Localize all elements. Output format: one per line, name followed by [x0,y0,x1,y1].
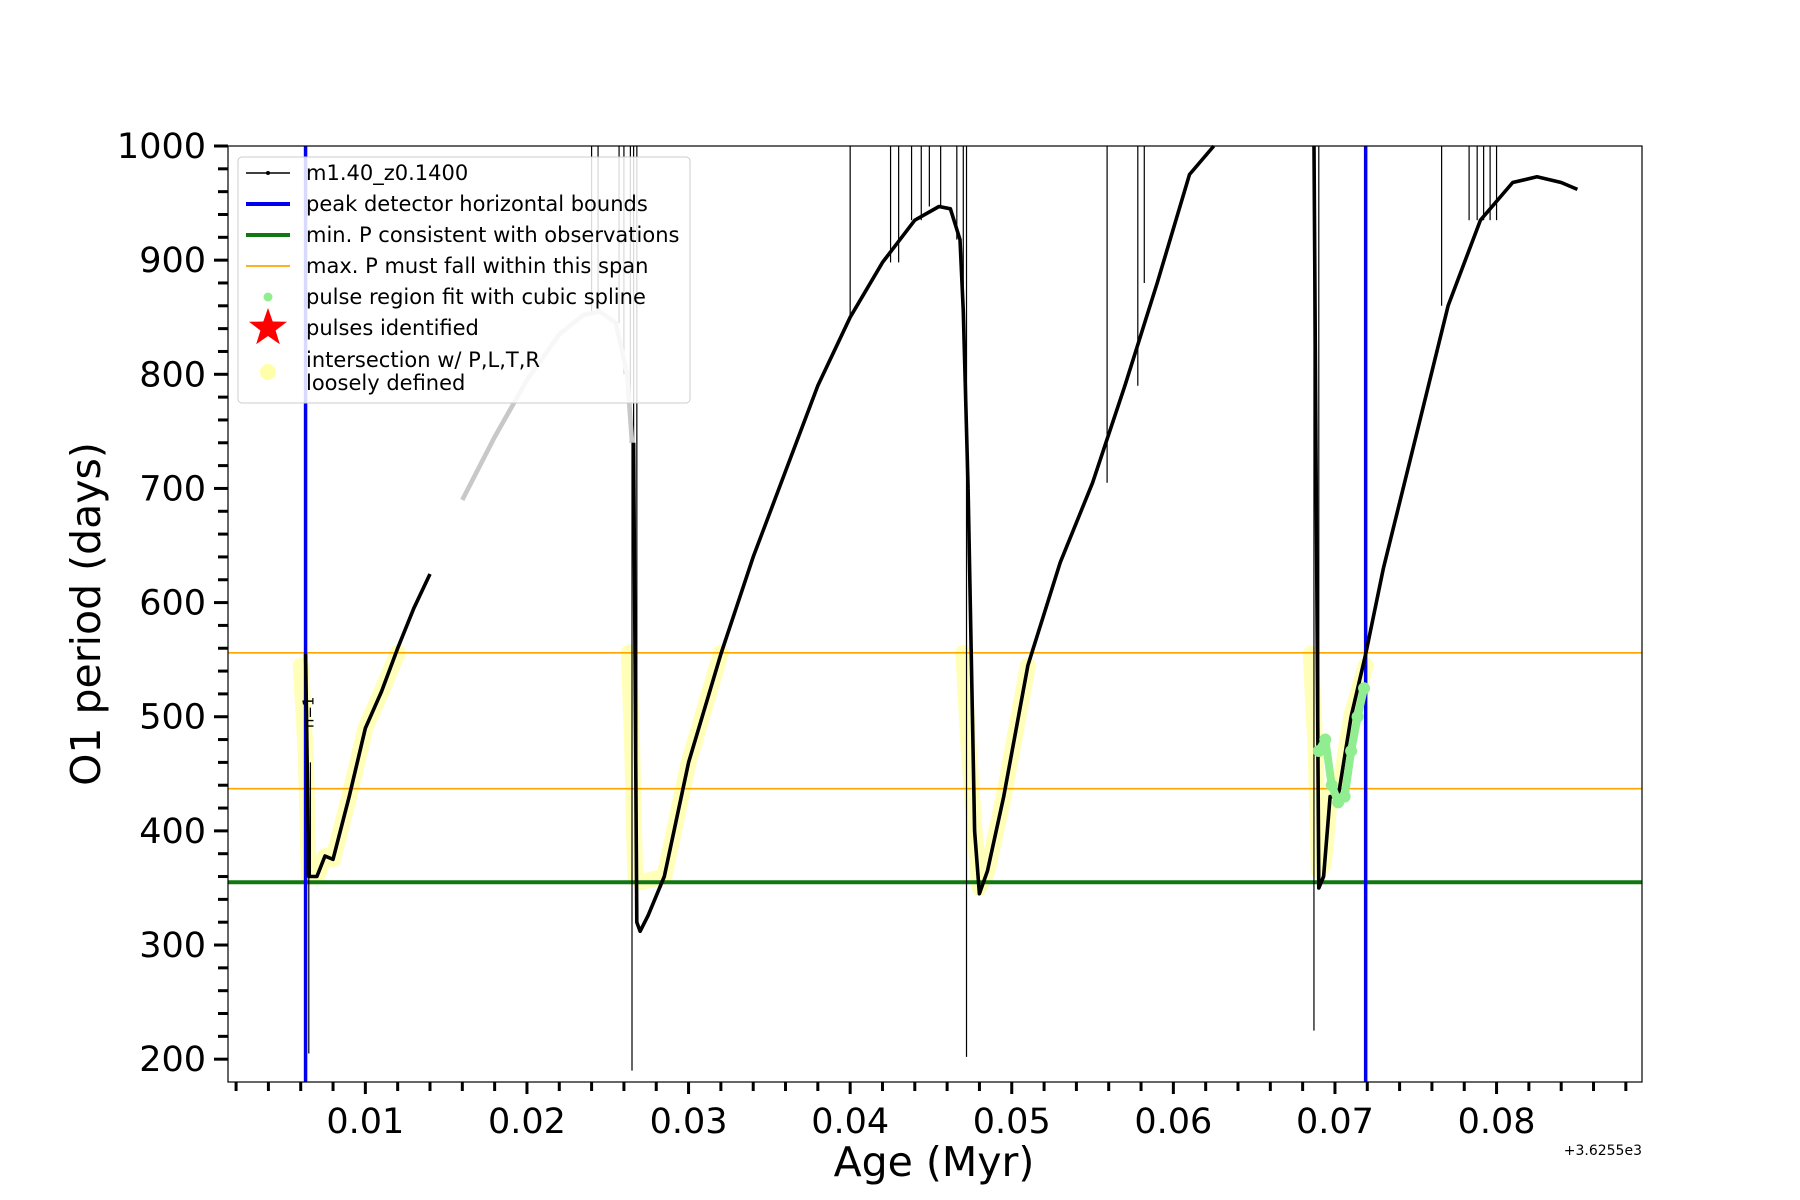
axes-frame [227,145,1643,1083]
x-axis-title: Age (Myr) [834,1138,1035,1186]
legend-label: m1.40_z0.1400 [306,161,468,186]
y-axis-title: O1 period (days) [62,442,110,786]
series-curve-1 [303,573,432,879]
x-axis: 0.01 0.02 0.03 0.04 0.05 0.06 0.07 0.08 [234,1082,1628,1142]
y-tick-label-3: 400 [139,812,206,852]
legend-entry-6: pulses identified [249,308,479,345]
spline-layer [1312,682,1371,809]
y-tick-label-7: 800 [139,355,206,395]
x-tick-label-6: 0.06 [1134,1102,1212,1142]
y-tick-label-1: 200 [139,1040,206,1080]
y-tick-label-2: 300 [139,926,206,966]
x-tick-label-7: 0.07 [1296,1102,1374,1142]
legend-entry-1: m1.40_z0.1400 [246,161,468,186]
y-tick-label-8: 900 [139,241,206,281]
y-tick-label-5: 600 [139,584,206,624]
series-curve-4 [1312,145,1579,890]
legend-entry-5: pulse region fit with cubic spline [263,285,646,309]
intersection-band-2 [620,644,729,891]
legend-label: intersection w/ P,L,T,R [306,348,540,372]
legend-label-line2: loosely defined [306,371,465,395]
x-tick-label-1: 0.01 [326,1102,404,1142]
legend-label: pulses identified [306,316,479,340]
series-curve-3 [966,144,1216,896]
highlight-layer [292,644,1374,896]
legend-entry-4: max. P must fall within this span [246,254,648,278]
y-tick-label-9: 1000 [117,127,206,167]
y-tick-label-6: 700 [139,469,206,509]
spline-curve [1314,684,1368,807]
legend-entry-2: peak detector horizontal bounds [246,192,648,216]
x-tick-label-3: 0.03 [650,1102,728,1142]
legend-marker-swatch [266,171,270,175]
y-axis: 200 300 400 500 600 700 800 900 1000 [117,127,228,1080]
series-curve-2 [631,204,970,934]
cycle-3 [965,144,1216,1057]
legend-entry-3: min. P consistent with observations [246,223,679,247]
reference-lines [228,146,1642,1082]
x-tick-label-4: 0.04 [811,1102,889,1142]
legend-label: max. P must fall within this span [306,254,648,278]
x-tick-label-5: 0.05 [973,1102,1051,1142]
legend-label: peak detector horizontal bounds [306,192,648,216]
legend-label: pulse region fit with cubic spline [306,285,646,309]
cycle-4 [1312,145,1579,1031]
x-tick-label-8: 0.08 [1458,1102,1536,1142]
y-tick-label-4: 500 [139,698,206,738]
legend-dot-swatch [263,292,273,302]
legend-big-dot-swatch [260,364,276,380]
legend-star-swatch [249,308,287,345]
x-offset-label: +3.6255e3 [1564,1143,1642,1159]
n1-annotation: n=1 [300,697,318,729]
legend-box [237,156,691,404]
x-tick-label-2: 0.02 [488,1102,566,1142]
legend-label: min. P consistent with observations [306,223,679,247]
